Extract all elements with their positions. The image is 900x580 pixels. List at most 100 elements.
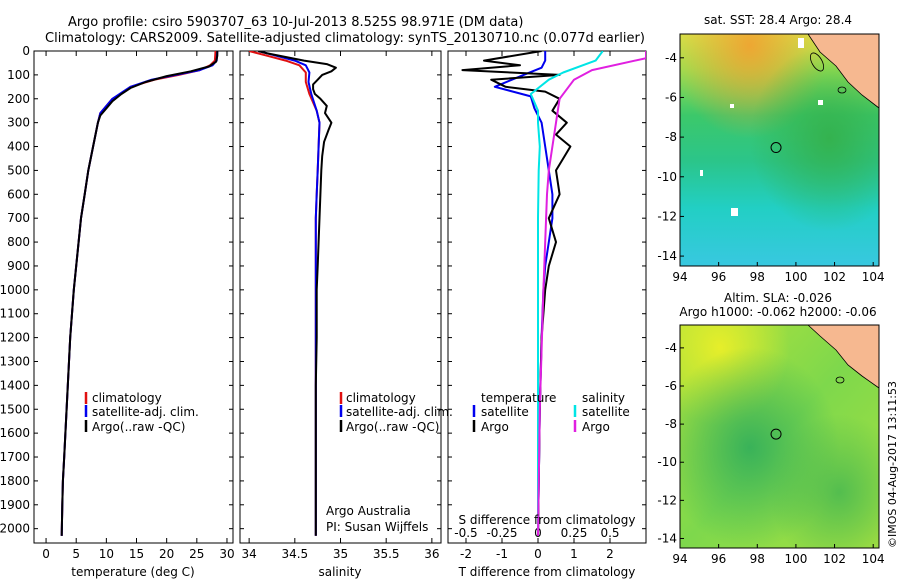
map-x-tick-label: 94 (672, 270, 687, 284)
coastline (807, 324, 880, 389)
credit-pi: PI: Susan Wijffels (326, 520, 428, 534)
x-tick-label: 15 (129, 547, 144, 561)
x-tick-label: -1 (496, 547, 508, 561)
x-tick-label: 5 (72, 547, 80, 561)
y-tick-label: 1900 (0, 498, 30, 512)
difference-xlabel: T difference from climatology (458, 565, 636, 579)
x2-tick-label: -0.25 (486, 526, 517, 540)
sst-map-axes: 94 96 98 100 102 104 -4 -6 -8 -10 -12 -14 (657, 51, 884, 284)
x2-tick-label: 0.25 (561, 526, 588, 540)
y-tick-label: 700 (7, 211, 30, 225)
series-line-satellite-adj-clim (60, 51, 219, 536)
y-tick-label: 1600 (0, 426, 30, 440)
island-outline (835, 376, 845, 384)
sst-map-title: sat. SST: 28.4 Argo: 28.4 (704, 13, 852, 27)
salinity-lines (248, 51, 337, 536)
temperature-axes: 0100200300400500600700800900100011001200… (0, 44, 235, 561)
map-y-tick-label: -4 (665, 51, 677, 65)
legend-label-s-satellite: satellite (582, 405, 630, 419)
y-tick-label: 1800 (0, 474, 30, 488)
map-x-tick-label: 104 (862, 552, 885, 566)
y-tick-label: 1200 (0, 331, 30, 345)
legend-label-climatology: climatology (92, 391, 162, 405)
map-x-tick-label: 98 (750, 552, 765, 566)
argo-location-marker (770, 428, 782, 440)
temperature-panel-frame (33, 50, 234, 544)
y-tick-label: 600 (7, 187, 30, 201)
salinity-axes: 34 34.5 35 35.5 36 (240, 50, 441, 561)
difference-x2label: S difference from climatology (459, 513, 636, 527)
series-line-s-satellite (529, 51, 604, 536)
x2-tick-label: 0.5 (600, 526, 619, 540)
x-tick-label: 35.5 (373, 547, 400, 561)
x-tick-label: 30 (219, 547, 234, 561)
header-line-1: Argo profile: csiro 5903707_63 10-Jul-20… (68, 15, 523, 30)
series-line-satellite-adj-clim (258, 51, 321, 536)
legend-label-temperature: temperature (481, 391, 556, 405)
salinity-xlabel: salinity (318, 565, 361, 579)
island-outline (809, 52, 825, 72)
temperature-xlabel: temperature (deg C) (71, 565, 194, 579)
series-line-t-argo (461, 51, 572, 536)
imos-stamp: ©IMOS 04-Aug-2017 13:11:53 (886, 381, 899, 548)
x-tick-label: 35 (333, 547, 348, 561)
y-tick-label: 1500 (0, 402, 30, 416)
sla-map-axes: 94 96 98 100 102 104 -4 -6 -8 -10 -12 -14 (657, 341, 884, 566)
map-x-tick-label: 98 (750, 270, 765, 284)
missing-data (730, 104, 734, 108)
y-tick-label: 2000 (0, 522, 30, 536)
credit-org: Argo Australia (326, 504, 411, 518)
map-y-tick-label: -14 (657, 249, 677, 263)
x-tick-label: 1 (570, 547, 578, 561)
map-x-tick-label: 102 (823, 270, 846, 284)
y-tick-label: 0 (22, 44, 30, 58)
y-tick-label: 500 (7, 163, 30, 177)
difference-panel-frame (447, 50, 647, 544)
map-y-tick-label: -8 (665, 130, 677, 144)
y-tick-label: 100 (7, 68, 30, 82)
missing-data (700, 170, 703, 176)
sst-map-frame (679, 33, 880, 267)
series-line-argo-raw-qc (60, 51, 219, 536)
series-line-argo-raw-qc (258, 51, 337, 536)
x-tick-label: 0 (534, 547, 542, 561)
map-x-tick-label: 94 (672, 552, 687, 566)
map-x-tick-label: 104 (862, 270, 885, 284)
legend-label-t-satellite: satellite (481, 405, 529, 419)
map-y-tick-label: -6 (665, 90, 677, 104)
difference-legend: temperature satellite Argo salinity sate… (472, 391, 630, 434)
difference-lines (461, 51, 646, 536)
map-x-tick-label: 102 (823, 552, 846, 566)
legend-label-climatology: climatology (346, 391, 416, 405)
x-tick-label: 36 (424, 547, 439, 561)
legend-label-satellite: satellite-adj. clim. (346, 405, 453, 419)
map-x-tick-label: 96 (711, 552, 726, 566)
missing-data (731, 208, 738, 216)
legend-label-argo: Argo(..raw -QC) (346, 420, 439, 434)
legend-label-argo: Argo(..raw -QC) (92, 420, 185, 434)
sla-map: 94 96 98 100 102 104 -4 -6 -8 -10 -12 -14 (657, 324, 885, 566)
island-outline (837, 86, 847, 94)
x-tick-label: 0 (42, 547, 50, 561)
x2-tick-label: -0.5 (454, 526, 477, 540)
map-y-tick-label: -10 (657, 170, 677, 184)
difference-axes: -2 -1 0 1 2-0.5 -0.25 0 0.25 0.5 (448, 50, 646, 561)
map-y-tick-label: -4 (665, 341, 677, 355)
legend-label-s-argo: Argo (582, 420, 610, 434)
legend-label-salinity: salinity (582, 391, 625, 405)
salinity-legend: climatology satellite-adj. clim. Argo(..… (339, 391, 453, 434)
map-y-tick-label: -10 (657, 455, 677, 469)
legend-label-t-argo: Argo (481, 420, 509, 434)
temperature-legend: climatology satellite-adj. clim. Argo(..… (84, 391, 199, 434)
sla-map-subtitle: Argo h1000: -0.062 h2000: -0.06 (679, 305, 876, 319)
series-line-climatology (248, 51, 321, 536)
map-y-tick-label: -14 (657, 531, 677, 545)
series-line-climatology (60, 51, 217, 536)
map-y-tick-label: -12 (657, 209, 677, 223)
map-y-tick-label: -8 (665, 417, 677, 431)
argo-location-marker (770, 142, 782, 154)
y-tick-label: 400 (7, 140, 30, 154)
y-tick-label: 900 (7, 259, 30, 273)
map-y-tick-label: -6 (665, 379, 677, 393)
